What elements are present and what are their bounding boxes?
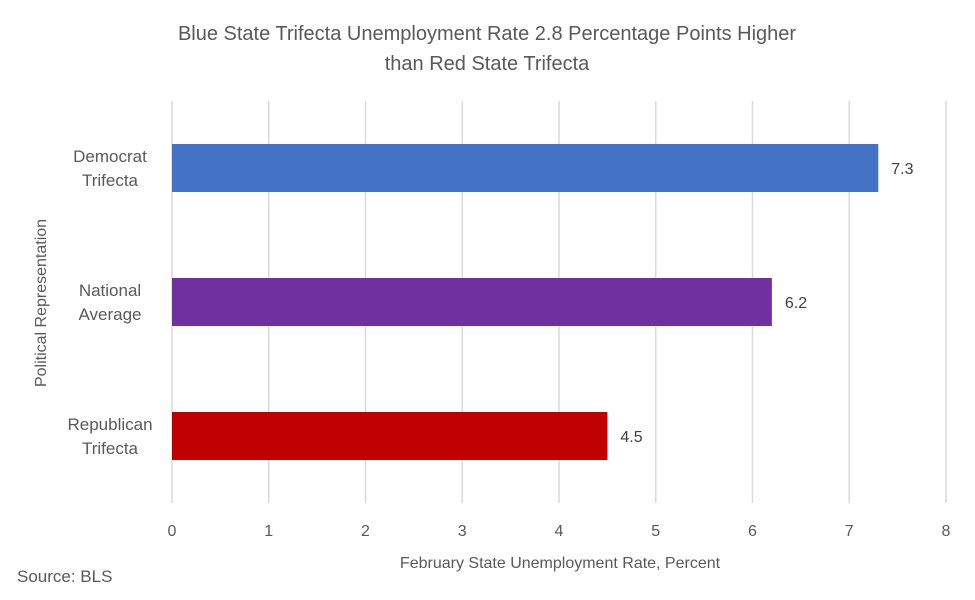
x-tick-label: 1 [264,523,273,540]
y-axis-title: Political Representation [33,219,50,387]
x-tick-label: 4 [555,523,564,540]
x-axis-title: February State Unemployment Rate, Percen… [400,555,721,572]
data-label: 6.2 [785,295,807,312]
category-label: Democrat Trifecta [73,147,147,190]
x-tick-label: 7 [845,523,854,540]
x-tick-label: 2 [361,523,370,540]
source-note: Source: BLS [17,567,113,586]
x-tick-labels: 0 1 2 3 4 5 6 7 8 [168,523,951,540]
chart-title: Blue State Trifecta Unemployment Rate 2.… [178,23,796,75]
category-label: National Average [78,281,141,324]
x-tick-label: 6 [748,523,757,540]
bars: 7.3 6.2 4.5 [172,144,914,460]
chart-title-line-1: Blue State Trifecta Unemployment Rate 2.… [178,23,796,45]
chart-title-line-2: than Red State Trifecta [385,53,590,75]
x-tick-label: 0 [168,523,177,540]
category-label: Republican Trifecta [67,415,152,458]
data-label: 4.5 [620,429,642,446]
bar [172,412,608,460]
bar [172,144,879,192]
x-tick-label: 5 [651,523,660,540]
data-label: 7.3 [891,161,913,178]
category-labels: Democrat Trifecta National Average Republica… [67,147,152,458]
x-tick-label: 8 [942,523,951,540]
x-tick-label: 3 [458,523,467,540]
bar [172,278,772,326]
